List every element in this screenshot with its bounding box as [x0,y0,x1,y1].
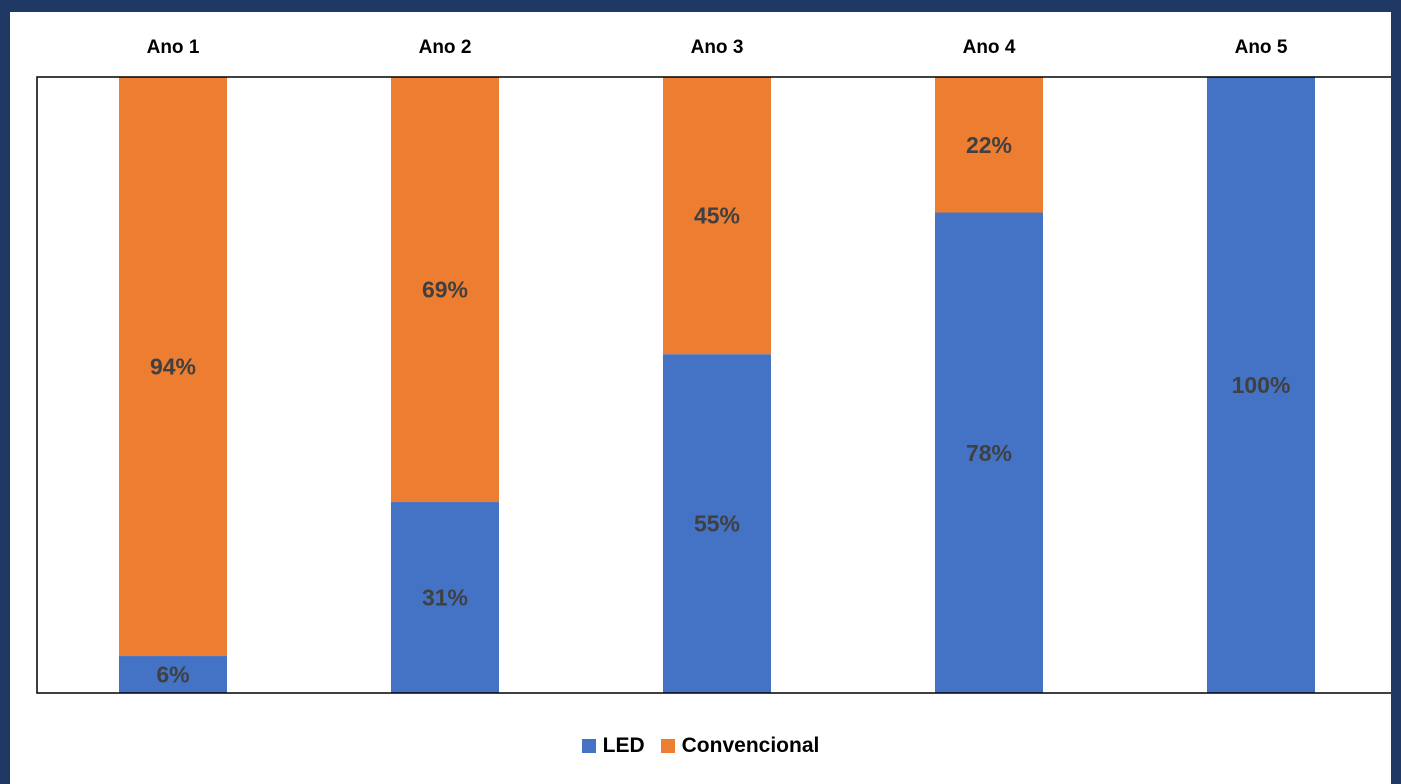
bar-segment-convencional[interactable] [391,77,499,503]
legend-label-led: LED [602,734,645,757]
data-label: 94% [150,354,196,380]
data-label: 6% [156,662,189,688]
data-label: 69% [422,277,468,303]
legend-item-led[interactable]: LED [581,734,645,758]
legend-swatch-led [581,739,596,753]
bar-segment-convencional[interactable] [935,77,1043,213]
legend-label-convencional: Convencional [681,734,820,757]
data-label: 45% [694,203,740,229]
bar-segment-led[interactable] [935,212,1043,693]
legend-swatch-convencional [660,739,675,753]
chart-svg: Ano 1 6% 94% Ano 2 31% 69% Ano 3 55% 45% Ano 4 78%… [36,37,1391,694]
plot-border [36,76,1391,694]
category-label: Ano 2 [419,37,472,58]
bar-segment-led[interactable] [1207,77,1315,693]
bar-segment-led[interactable] [119,656,227,693]
legend-item-convencional[interactable]: Convencional [660,734,820,758]
data-label: 22% [966,132,1012,158]
bar-segment-led[interactable] [663,354,771,693]
data-label: 55% [694,511,740,537]
legend: LED Convencional [10,734,1391,758]
category-label: Ano 5 [1235,37,1288,58]
data-label: 31% [422,585,468,611]
category-label: Ano 3 [691,37,744,58]
category-label: Ano 4 [963,37,1016,58]
plot-area: Ano 1 6% 94% Ano 2 31% 69% Ano 3 55% 45% Ano 4 78%… [119,37,1315,693]
bar-segment-convencional[interactable] [119,77,227,657]
bar-segment-led[interactable] [391,502,499,693]
chart-container: Ano 1 6% 94% Ano 2 31% 69% Ano 3 55% 45% Ano 4 78%… [10,12,1391,784]
category-label: Ano 1 [147,37,200,58]
data-label: 78% [966,440,1012,466]
data-label: 100% [1232,372,1291,398]
bar-segment-convencional[interactable] [663,77,771,355]
